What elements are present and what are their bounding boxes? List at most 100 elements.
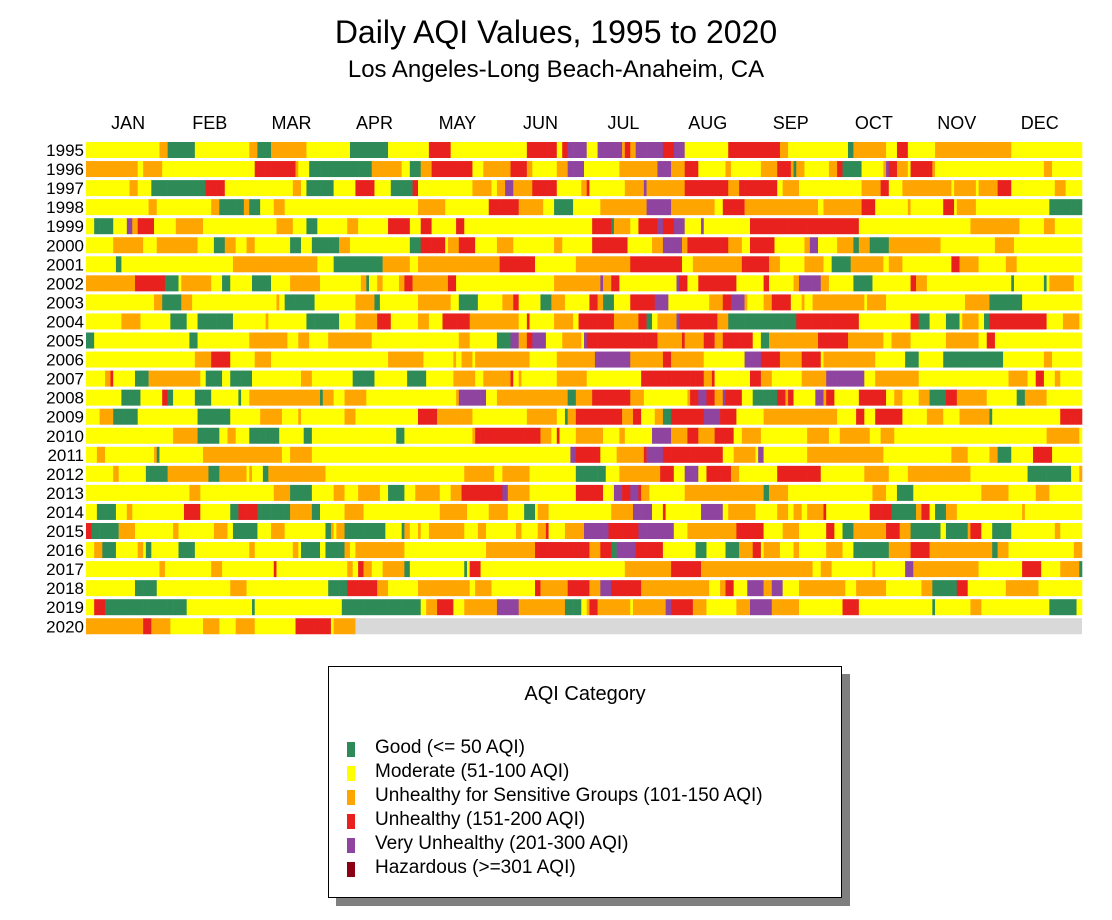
aqi-cell	[676, 351, 683, 368]
aqi-cell	[532, 180, 541, 197]
aqi-cell	[281, 313, 288, 330]
aqi-cell	[899, 484, 909, 501]
aqi-cell	[722, 561, 734, 578]
aqi-cell	[208, 161, 220, 178]
aqi-cell	[616, 446, 623, 463]
aqi-cell	[456, 218, 465, 235]
aqi-cell	[1005, 427, 1012, 444]
aqi-cell	[494, 465, 503, 482]
aqi-cell	[652, 408, 656, 425]
aqi-cell	[924, 408, 928, 425]
aqi-cell	[812, 313, 824, 330]
aqi-cell	[967, 503, 974, 520]
aqi-cell	[488, 180, 492, 197]
aqi-cell	[480, 580, 492, 597]
aqi-cell	[273, 408, 283, 425]
aqi-cell	[156, 237, 168, 254]
aqi-cell	[129, 542, 138, 559]
aqi-cell	[300, 389, 313, 406]
aqi-cell	[594, 484, 601, 501]
aqi-cell	[559, 542, 571, 559]
aqi-cell	[722, 256, 734, 273]
aqi-cell	[951, 275, 958, 292]
aqi-cell	[330, 218, 343, 235]
aqi-cell	[507, 275, 517, 292]
aqi-cell	[205, 599, 209, 616]
aqi-cell	[1030, 161, 1034, 178]
aqi-cell	[845, 580, 857, 597]
aqi-cell	[423, 503, 432, 520]
aqi-cell	[265, 542, 269, 559]
aqi-cell	[385, 142, 389, 158]
aqi-cell	[486, 446, 495, 463]
aqi-cell	[962, 142, 971, 158]
aqi-cell	[692, 599, 696, 616]
aqi-cell	[183, 389, 193, 406]
aqi-cell	[1060, 542, 1064, 559]
aqi-cell	[1079, 561, 1083, 578]
aqi-cell	[886, 161, 890, 178]
aqi-cell	[420, 427, 430, 444]
legend-label-moderate: Moderate (51-100 AQI)	[375, 761, 570, 782]
aqi-cell	[540, 599, 552, 616]
aqi-cell	[948, 294, 958, 311]
aqi-cell	[352, 446, 362, 463]
aqi-cell	[518, 599, 530, 616]
aqi-cell	[717, 313, 729, 330]
aqi-cell	[483, 332, 492, 349]
aqi-cell	[603, 427, 612, 444]
aqi-cell	[945, 389, 958, 406]
aqi-cell	[1043, 351, 1050, 368]
aqi-cell	[1043, 218, 1053, 235]
aqi-cell	[975, 351, 988, 368]
aqi-cell	[638, 199, 647, 216]
aqi-cell	[856, 180, 862, 197]
aqi-cell	[657, 218, 664, 235]
aqi-cell	[632, 142, 636, 158]
aqi-cell	[695, 580, 705, 597]
aqi-cell	[347, 142, 351, 158]
aqi-cell	[945, 313, 952, 330]
aqi-cell	[668, 294, 680, 311]
aqi-cell	[845, 465, 854, 482]
aqi-cell	[788, 275, 792, 292]
aqi-cell	[853, 370, 860, 387]
aqi-cell	[926, 427, 933, 444]
aqi-cell	[197, 294, 209, 311]
aqi-cell	[227, 218, 231, 235]
aqi-cell	[374, 389, 383, 406]
aqi-cell	[445, 561, 454, 578]
aqi-cell	[676, 503, 688, 520]
aqi-cell	[1008, 580, 1020, 597]
aqi-cell	[249, 523, 258, 539]
aqi-cell	[230, 523, 234, 539]
aqi-cell	[306, 561, 315, 578]
aqi-cell	[309, 542, 321, 559]
aqi-cell	[1054, 580, 1066, 597]
aqi-cell	[205, 503, 212, 520]
aqi-cell	[107, 427, 117, 444]
aqi-cell	[1076, 275, 1083, 292]
aqi-cell	[290, 484, 294, 501]
aqi-cell	[752, 523, 764, 539]
aqi-cell	[815, 542, 824, 559]
aqi-cell	[926, 561, 933, 578]
aqi-cell	[344, 351, 348, 368]
aqi-cell	[213, 503, 220, 520]
aqi-cell	[603, 599, 609, 616]
aqi-cell	[717, 408, 721, 425]
aqi-cell	[932, 199, 941, 216]
aqi-cell	[888, 180, 900, 197]
aqi-cell	[1071, 294, 1080, 311]
aqi-cell	[94, 142, 106, 158]
aqi-cell	[630, 142, 634, 158]
aqi-cell	[564, 599, 574, 616]
year-label-1999: 1999	[46, 217, 84, 236]
aqi-cell	[502, 465, 514, 482]
aqi-cell	[260, 389, 266, 406]
aqi-cell	[948, 218, 958, 235]
aqi-cell	[1073, 427, 1080, 444]
aqi-cell	[99, 389, 109, 406]
year-axis: 1995199619971998199920002001200220032004…	[46, 141, 84, 636]
aqi-cell	[984, 313, 988, 330]
